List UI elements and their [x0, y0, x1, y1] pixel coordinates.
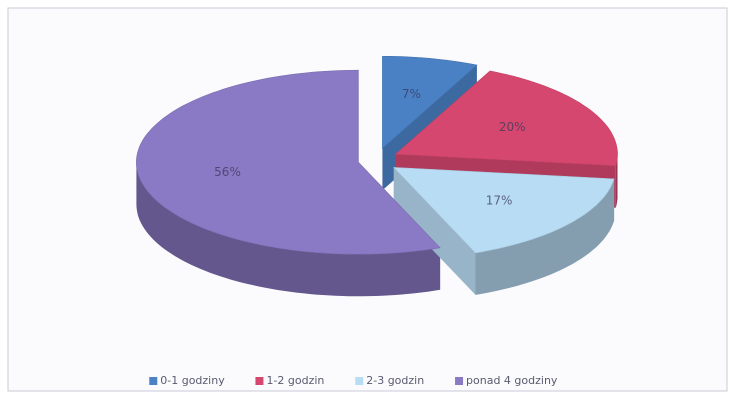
slice-wall — [393, 167, 476, 295]
legend-label: 1-2 godzin — [266, 374, 324, 387]
pie-tops — [136, 56, 618, 255]
data-label: 7% — [402, 87, 421, 101]
legend-label: ponad 4 godziny — [466, 374, 558, 387]
pie-slice — [394, 70, 618, 167]
data-label: 17% — [486, 194, 513, 208]
data-label: 20% — [499, 120, 526, 134]
data-labels: 7% 20% 17% 56% — [214, 87, 525, 208]
slice-side — [136, 162, 441, 297]
pie-slice — [393, 167, 615, 254]
legend-label: 2-3 godzin — [366, 374, 424, 387]
legend-swatch — [455, 377, 464, 385]
legend-swatch — [149, 377, 158, 385]
legend-label: 0-1 godziny — [160, 374, 225, 387]
legend: 0-1 godziny 1-2 godzin 2-3 godzin ponad 4 g… — [149, 374, 558, 387]
legend-swatch — [255, 377, 264, 385]
slice-side — [615, 154, 618, 208]
legend-swatch — [355, 377, 364, 385]
pie-slice — [136, 69, 441, 255]
pie-slice — [382, 56, 478, 149]
slice-side — [475, 178, 615, 295]
data-label: 56% — [214, 165, 241, 179]
